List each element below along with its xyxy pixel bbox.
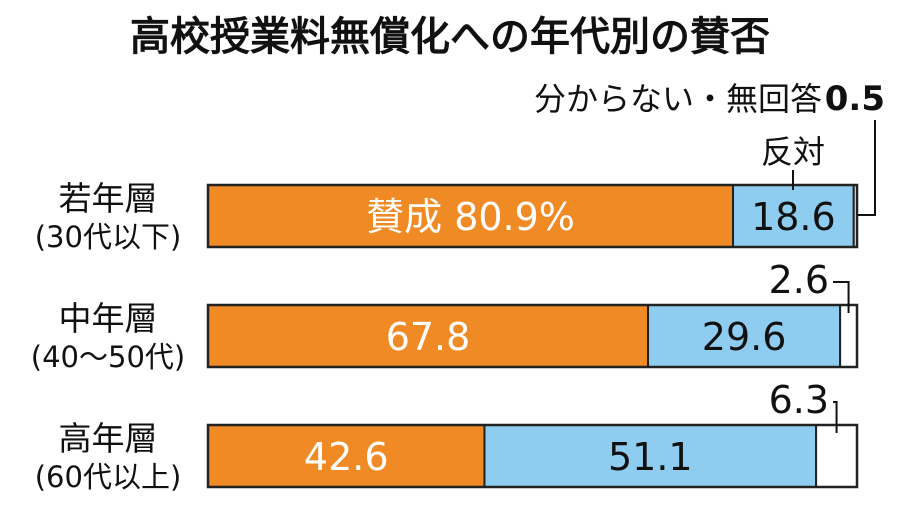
bar-segment-unknown xyxy=(839,304,858,368)
value-label-unknown: 6.3 xyxy=(769,378,829,422)
category-sublabel: (60代以上) xyxy=(35,460,182,494)
bar-outline xyxy=(206,303,859,369)
value-label-against: 18.6 xyxy=(751,195,836,239)
bar-segment-favor xyxy=(207,184,735,248)
category-label: 中年層 xyxy=(59,299,158,338)
chart-title: 高校授業料無償化への年代別の賛否 xyxy=(130,14,770,60)
value-label-unknown: 2.6 xyxy=(769,258,829,302)
against-annotation: 反対 xyxy=(761,133,825,171)
leader-line xyxy=(833,401,838,433)
bar-segment-against xyxy=(483,424,818,488)
bars-group: 若年層(30代以下) 賛成 80.9% 18.6 0.5 中年層(40〜50代) 67.8… xyxy=(31,79,885,494)
leader-line xyxy=(857,120,876,216)
bar-segment-against xyxy=(732,184,855,248)
bar-outline xyxy=(206,423,859,489)
value-label-favor: 賛成 80.9% xyxy=(366,195,575,239)
value-label-favor: 42.6 xyxy=(304,435,389,479)
bar-segment-unknown xyxy=(815,424,858,488)
category-sublabel: (30代以下) xyxy=(35,220,182,254)
value-label-unknown: 0.5 xyxy=(825,79,885,119)
bar-segment-favor xyxy=(207,424,486,488)
value-label-against: 29.6 xyxy=(702,315,787,359)
category-sublabel: (40〜50代) xyxy=(31,340,185,374)
value-label-favor: 67.8 xyxy=(386,315,471,359)
leader-line xyxy=(833,281,850,313)
value-label-against: 51.1 xyxy=(608,435,693,479)
category-label: 若年層 xyxy=(59,179,158,218)
category-label: 高年層 xyxy=(59,419,158,458)
unknown-annotation: 分からない・無回答 xyxy=(534,80,822,118)
bar-segment-against xyxy=(647,304,842,368)
